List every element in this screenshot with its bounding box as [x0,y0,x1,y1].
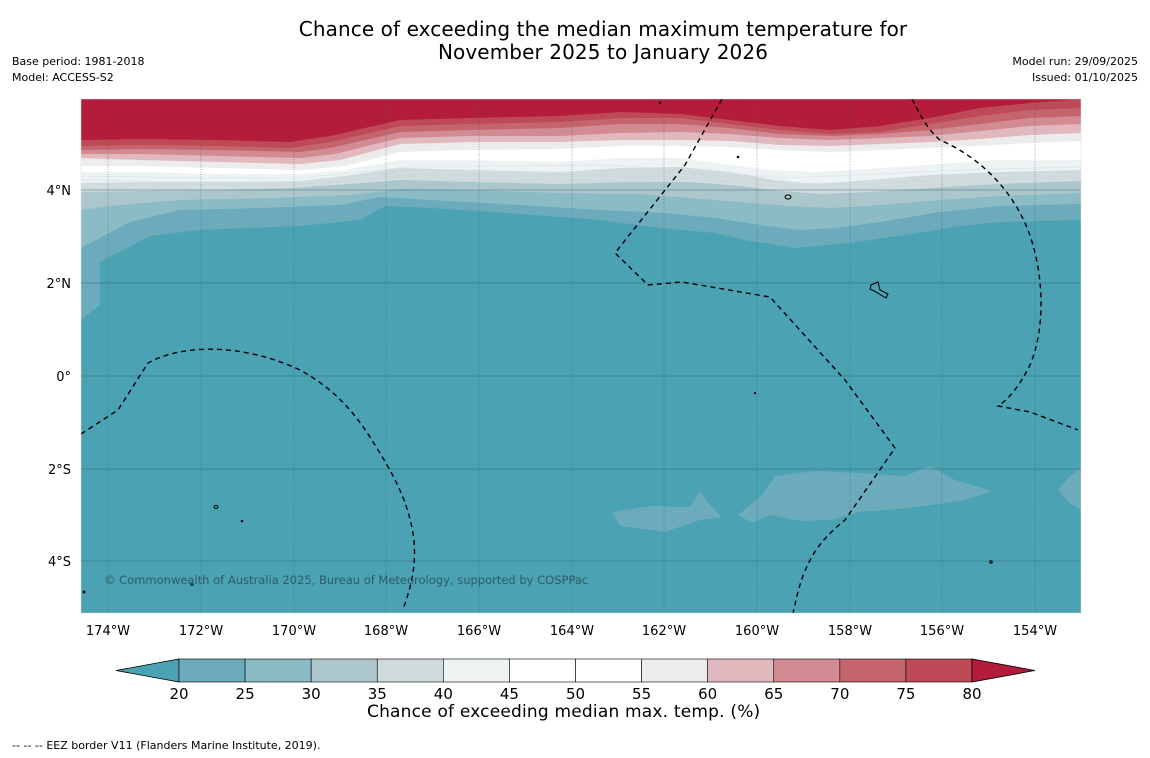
lon-tick-label: 170°W [272,624,316,639]
lon-tick-label: 162°W [642,624,686,639]
island-kiritimati [869,281,889,299]
island-4 [190,582,194,586]
band-above-80 [81,99,1081,142]
colorbar-tick-label: 65 [764,685,783,703]
colorbar-tick-label: 60 [698,685,717,703]
band-25-30-blob-south-1 [612,491,722,532]
colorbar-segment [773,658,841,683]
island-9 [82,590,86,594]
colorbar-extend-high [971,658,1036,683]
model-name: Model: ACCESS-S2 [12,70,114,84]
island-2 [213,505,219,509]
map-frame [80,98,1082,614]
lat-tick-label: 2°N [47,277,72,292]
lon-tick-label: 158°W [828,624,872,639]
colorbar-tick-label: 20 [169,685,188,703]
lon-tick-label: 160°W [735,624,779,639]
model-run: Model run: 29/09/2025 [1012,55,1138,68]
colorbar-segment [178,658,246,683]
colorbar-tick-label: 35 [368,685,387,703]
colorbar-tick-label: 25 [236,685,255,703]
lat-tick-label: 2°S [48,463,71,478]
colorbar-segment [905,658,973,683]
colorbar-segment [244,658,312,683]
title-line-2: November 2025 to January 2026 [437,40,769,64]
band-25-30-blob-south-2 [738,466,992,523]
colorbar-label: Chance of exceeding median max. temp. (%… [367,702,761,722]
colorbar-segment [575,658,642,683]
colorbar-segment [839,658,907,683]
copyright-notice: © Commonwealth of Australia 2025, Bureau… [104,573,588,587]
map-title: Chance of exceeding the median maximum t… [0,18,1150,64]
lat-tick-label: 0° [56,370,71,385]
lon-tick-label: 174°W [86,624,130,639]
band-25-30-blob-north [928,212,950,218]
fine-contours [81,164,1081,189]
map-plot-area [81,99,1081,613]
eez-borders [81,99,1079,613]
eez-border-east [911,99,1079,431]
island-5 [989,560,993,564]
lon-tick-label: 156°W [920,624,964,639]
eez-legend-text: EEZ border V11 (Flanders Marine Institut… [46,739,321,752]
eez-dash-symbol: -- -- -- [12,739,43,752]
lon-tick-label: 164°W [550,624,594,639]
lat-tick-label: 4°S [48,555,71,570]
eez-legend: -- -- -- EEZ border V11 (Flanders Marine… [12,739,320,752]
island-8 [753,391,757,395]
island-3 [240,519,244,523]
lon-tick-labels: 174°W 172°W 170°W 168°W 166°W 164°W 162°… [86,624,1057,639]
island-1 [784,194,792,200]
graticule-lat [81,189,1081,562]
colorbar-tick-label: 70 [830,685,849,703]
lat-tick-labels: 4°N 2°N 0° 2°S 4°S [47,184,72,570]
issued-date: Issued: 01/10/2025 [1031,70,1138,84]
colorbar-tick-label: 40 [434,685,453,703]
colorbar-segment [310,658,378,683]
colorbar-segment [509,658,576,683]
lon-tick-label: 166°W [457,624,501,639]
run-info: Model run: 29/09/2025 Issued: 01/10/2025 [1012,54,1138,85]
colorbar-tick-label: 80 [962,685,981,703]
title-line-1: Chance of exceeding the median maximum t… [298,17,908,41]
lon-tick-label: 154°W [1013,624,1057,639]
colorbar-segment [376,658,444,683]
colorbar-segment [641,658,708,683]
eez-border-line-islands [614,99,896,613]
colorbar-extend-low [115,658,180,683]
colorbar: 20 25 30 35 40 45 50 55 60 65 70 75 80 [115,658,1036,703]
island-6 [736,155,740,159]
graticule [107,99,1036,613]
islands [82,101,993,594]
model-info: Base period: 1981-2018 Model: ACCESS-S2 [12,54,144,85]
colorbar-segment [707,658,775,683]
eez-border-kiribati-phoenix [81,348,416,610]
colorbar-segment [443,658,510,683]
colorbar-tick-label: 75 [896,685,915,703]
colorbar-tick-label: 50 [566,685,585,703]
colorbar-tick-label: 30 [302,685,321,703]
island-7 [658,101,662,105]
lon-tick-label: 168°W [364,624,408,639]
lat-tick-label: 4°N [47,184,72,199]
colorbar-tick-label: 55 [632,685,651,703]
colorbar-tick-label: 45 [500,685,519,703]
band-25-30-blob-south-3 [1058,468,1081,510]
base-period: Base period: 1981-2018 [12,55,145,68]
lon-tick-label: 172°W [179,624,223,639]
